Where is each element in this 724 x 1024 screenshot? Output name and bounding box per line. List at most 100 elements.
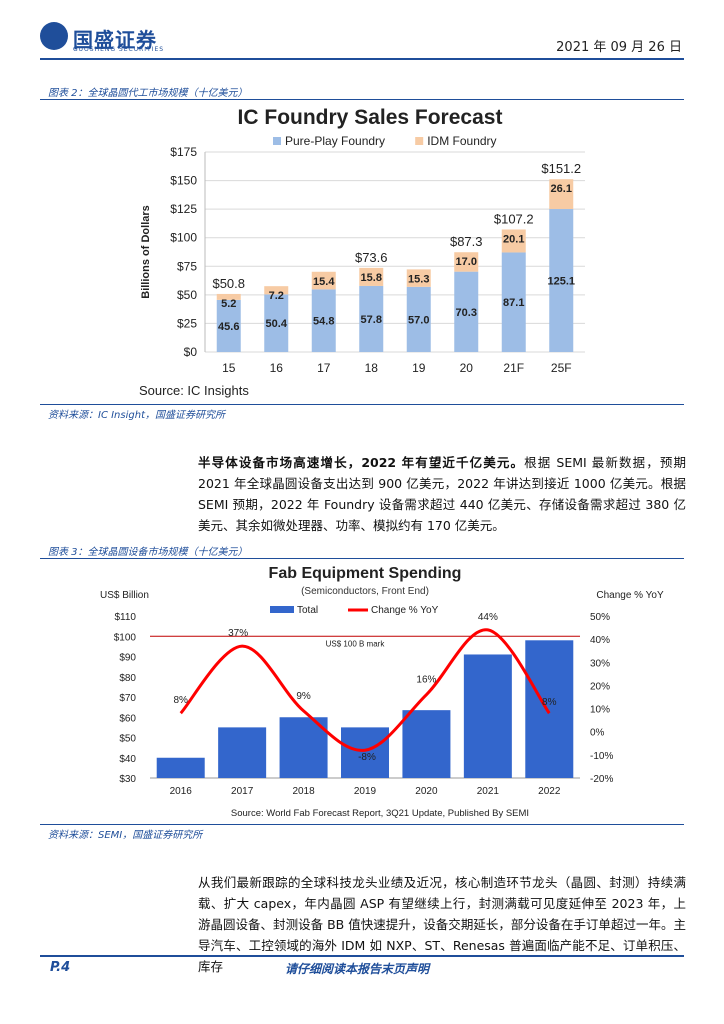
foundry-sales-chart: IC Foundry Sales Forecast Pure-Play Found… <box>139 106 585 398</box>
y-axis-left-label: US$ Billion <box>100 590 149 601</box>
bar-pure-play <box>311 289 336 352</box>
change-yoy-label: 8% <box>173 695 188 706</box>
x-tick-label: 18 <box>365 361 379 375</box>
bar-total-label: $107.2 <box>494 211 534 226</box>
bar-pure-play <box>549 209 574 352</box>
bar-total-label: $151.2 <box>541 161 581 176</box>
y-left-tick-label: $60 <box>119 713 136 724</box>
brand-subtitle: GUOSHENG SECURITIES <box>73 46 165 53</box>
bar-pure-play <box>359 285 384 352</box>
chart-title: IC Foundry Sales Forecast <box>238 106 503 129</box>
legend-swatch-total <box>270 606 294 613</box>
bar-idm <box>454 252 479 272</box>
change-yoy-label: 8% <box>542 697 557 708</box>
chart-subtitle: (Semiconductors, Front End) <box>301 586 429 597</box>
bar-pure-play <box>406 286 431 352</box>
y-tick-label: $100 <box>170 231 197 245</box>
x-tick-label: 2018 <box>292 786 315 797</box>
bar-idm <box>359 267 384 286</box>
change-yoy-label: 37% <box>228 628 248 639</box>
paragraph-lead: 半导体设备市场高速增长，2022 年有望近千亿美元。 <box>198 455 525 470</box>
figure3-bottom-rule <box>40 824 684 825</box>
brand-logo-icon <box>40 22 68 50</box>
bar-value-label: 87.1 <box>503 297 524 309</box>
change-yoy-label: 9% <box>296 691 311 702</box>
legend-label-1: IDM Foundry <box>427 134 496 148</box>
bar-idm <box>501 229 526 253</box>
y-right-tick-label: 40% <box>590 635 610 646</box>
footer-disclaimer: 请仔细阅读本报告末页声明 <box>285 962 430 976</box>
change-yoy-label: 16% <box>416 675 436 686</box>
x-tick-label: 15 <box>222 361 236 375</box>
y-left-tick-label: $110 <box>114 612 136 623</box>
y-tick-label: $175 <box>170 145 197 159</box>
legend-label-total: Total <box>297 605 318 616</box>
legend-label-change: Change % YoY <box>371 605 439 616</box>
x-tick-label: 20 <box>460 361 474 375</box>
x-tick-label: 16 <box>270 361 284 375</box>
y-left-tick-label: $80 <box>119 673 136 684</box>
bar-total <box>402 710 451 778</box>
y-tick-label: $125 <box>170 202 197 216</box>
bar-total <box>279 717 328 778</box>
change-yoy-line <box>179 628 551 752</box>
x-tick-label: 2020 <box>415 786 438 797</box>
bar-total <box>525 640 574 778</box>
chart-title: Fab Equipment Spending <box>269 565 462 582</box>
x-tick-label: 25F <box>551 361 572 375</box>
reference-line-label: US$ 100 B mark <box>326 639 386 648</box>
bar-idm <box>264 286 289 295</box>
y-right-tick-label: 20% <box>590 681 610 692</box>
x-tick-label: 21F <box>503 361 524 375</box>
x-tick-label: 2016 <box>170 786 193 797</box>
bar-value-label: 125.1 <box>547 276 575 288</box>
bar-value-label: 70.3 <box>456 307 477 319</box>
x-tick-label: 19 <box>412 361 426 375</box>
bar-value-label: 50.4 <box>266 318 288 330</box>
y-right-tick-label: -20% <box>590 774 613 785</box>
figure2-top-rule <box>40 99 684 100</box>
bar-pure-play <box>264 294 289 352</box>
paragraph-tech-leaders: 从我们最新跟踪的全球科技龙头业绩及近况，核心制造环节龙头（晶圆、封测）持续满载、… <box>198 875 686 974</box>
bar-idm <box>311 271 336 290</box>
chart-source-note: Source: IC Insights <box>139 383 249 398</box>
bar-total <box>463 654 512 778</box>
figure2-bottom-rule <box>40 404 684 405</box>
bar-total <box>156 757 205 778</box>
report-date: 2021 年 09 月 26 日 <box>556 40 682 55</box>
fab-equipment-chart: Fab Equipment Spending (Semiconductors, F… <box>100 565 664 819</box>
y-right-tick-label: 10% <box>590 705 610 716</box>
bar-value-label: 57.8 <box>361 314 382 326</box>
y-right-tick-label: 0% <box>590 728 605 739</box>
y-tick-label: $75 <box>177 259 197 273</box>
y-tick-label: $150 <box>170 174 197 188</box>
x-tick-label: 2017 <box>231 786 254 797</box>
bar-idm <box>549 179 574 210</box>
change-yoy-label: -8% <box>358 752 376 763</box>
brand-name: 国盛证券 <box>73 28 157 52</box>
chart-source-note: Source: World Fab Forecast Report, 3Q21 … <box>231 808 529 819</box>
bar-value-label: 15.3 <box>408 273 429 285</box>
bar-total <box>341 727 389 778</box>
bar-value-label: 26.1 <box>551 183 572 195</box>
y-left-tick-label: $90 <box>119 653 136 664</box>
y-left-tick-label: $30 <box>119 774 136 785</box>
legend-swatch-1 <box>415 137 424 145</box>
bar-total-label: $73.6 <box>355 250 388 265</box>
y-tick-label: $50 <box>177 288 197 302</box>
y-left-tick-label: $100 <box>114 632 137 643</box>
legend-label-0: Pure-Play Foundry <box>285 134 385 148</box>
bar-value-label: 15.4 <box>313 276 335 288</box>
y-axis-right-label: Change % YoY <box>596 590 664 601</box>
x-tick-label: 2021 <box>477 786 500 797</box>
bar-value-label: 54.8 <box>313 316 334 328</box>
y-right-tick-label: -10% <box>590 751 613 762</box>
y-tick-label: $25 <box>177 316 197 330</box>
bar-pure-play <box>454 271 479 352</box>
paragraph-equipment-market: 半导体设备市场高速增长，2022 年有望近千亿美元。根据 SEMI 最新数据，预… <box>198 452 686 536</box>
legend-swatch-0 <box>273 137 281 145</box>
figure2-source: 资料来源：IC Insight，国盛证券研究所 <box>48 410 225 421</box>
y-right-tick-label: 30% <box>590 658 610 669</box>
x-tick-label: 2022 <box>538 786 561 797</box>
figure3-caption: 图表 3：全球晶圆设备市场规模（十亿美元） <box>48 547 248 558</box>
